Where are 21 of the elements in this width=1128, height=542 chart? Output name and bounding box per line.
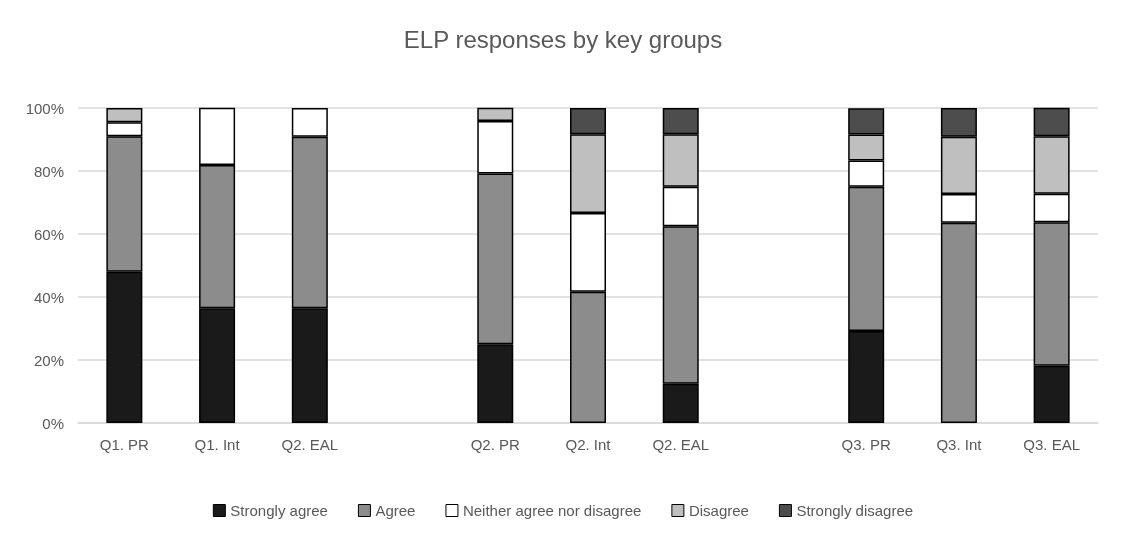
x-tick-label: Q2. Int <box>565 436 612 453</box>
legend-label: Agree <box>375 502 416 519</box>
legend-label: Neither agree nor disagree <box>462 502 642 519</box>
y-tick-label: 20% <box>33 351 64 369</box>
y-tick-label: 40% <box>33 288 64 306</box>
x-tick-label: Q1. PR <box>99 436 150 453</box>
x-tick-label: Q1. Int <box>194 436 241 453</box>
y-tick-label: 100% <box>25 99 64 117</box>
x-tick-label: Q2. PR <box>470 436 521 453</box>
legend-label: Disagree <box>688 502 749 519</box>
x-tick-label: Q3. Int <box>936 436 983 453</box>
x-tick-label: Q2. EAL <box>281 436 339 453</box>
chart-title: ELP responses by key groups <box>403 25 723 53</box>
y-tick-label: 0% <box>42 414 64 432</box>
y-tick-label: 60% <box>33 225 64 243</box>
x-tick-label: Q3. PR <box>841 436 891 453</box>
legend-label: Strongly disagree <box>796 502 914 519</box>
legend-label: Strongly agree <box>230 502 328 519</box>
x-tick-label: Q2. EAL <box>652 436 710 453</box>
x-tick-label: Q3. EAL <box>1023 436 1080 453</box>
y-tick-label: 80% <box>33 162 64 180</box>
